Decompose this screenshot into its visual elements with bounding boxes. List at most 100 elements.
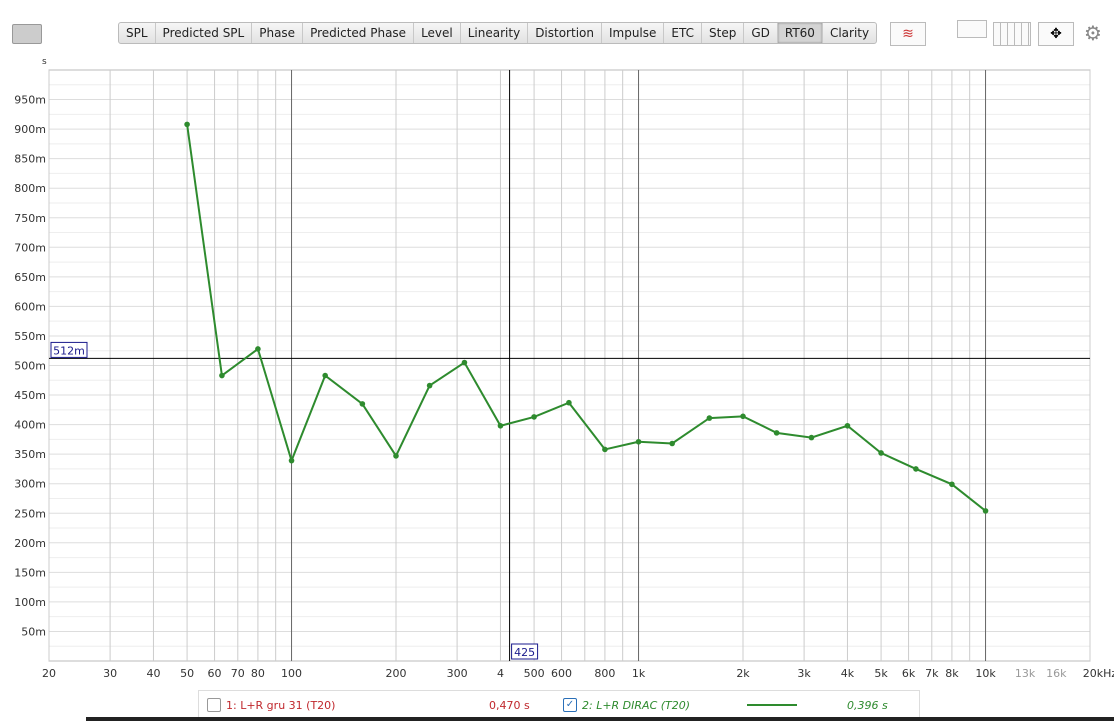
x-tick-label: 6k: [902, 667, 916, 680]
y-tick-label: 950m: [14, 94, 46, 107]
x-tick-label: 50: [180, 667, 194, 680]
data-point: [322, 372, 328, 379]
data-point: [288, 457, 295, 464]
data-point: [773, 430, 780, 436]
tab-step[interactable]: Step: [702, 23, 745, 43]
data-point: [219, 372, 225, 379]
x-tick-label: 13k: [1015, 667, 1036, 680]
tab-level[interactable]: Level: [414, 23, 461, 43]
x-tick-label: 8k: [945, 667, 959, 680]
multi-pane-icon[interactable]: [993, 22, 1031, 46]
y-tick-label: 450m: [14, 389, 46, 402]
tab-predicted-phase[interactable]: Predicted Phase: [303, 23, 415, 43]
x-tick-label: 10k: [975, 667, 996, 680]
x-tick-label: 600: [551, 667, 572, 680]
data-point: [497, 422, 504, 429]
trace-1-checkbox[interactable]: [207, 698, 221, 712]
y-tick-label: 500m: [14, 360, 46, 373]
x-tick-label: 100: [281, 667, 302, 680]
data-point: [669, 440, 675, 447]
view-tabs: SPL Predicted SPL Phase Predicted Phase Leve…: [118, 22, 878, 44]
data-point: [393, 453, 399, 459]
data-point: [461, 359, 468, 366]
legend: 1: L+R gru 31 (T20) 0,470 s ✓ 2: L+R DIR…: [198, 690, 920, 720]
camera-icon[interactable]: [12, 24, 42, 44]
data-point: [531, 414, 537, 420]
x-tick-label: 2k: [736, 667, 750, 680]
x-tick-label: 3k: [797, 667, 811, 680]
trace-2-line-sample: [747, 704, 797, 706]
tab-impulse[interactable]: Impulse: [602, 23, 665, 43]
x-tick-label: 20: [42, 667, 56, 680]
data-point: [426, 382, 433, 389]
x-tick-label: 20kHz: [1083, 667, 1114, 680]
cursor-y-box: [50, 341, 88, 358]
cursor-y-label: 512m: [53, 344, 85, 357]
data-point: [949, 481, 955, 488]
tab-etc[interactable]: ETC: [664, 23, 702, 43]
data-point: [255, 346, 261, 352]
data-point: [184, 121, 190, 128]
y-tick-label: 800m: [14, 182, 46, 195]
x-tick-label: 500: [524, 667, 545, 680]
cursor-x-box: [511, 643, 539, 660]
data-point: [982, 508, 989, 514]
x-tick-label: 60: [208, 667, 222, 680]
y-tick-label: 700m: [14, 241, 46, 254]
y-tick-label: 350m: [14, 448, 46, 461]
x-tick-label: 30: [103, 667, 117, 680]
y-tick-label: 650m: [14, 271, 46, 284]
trace-arrange-icon[interactable]: ≋: [890, 22, 926, 46]
trace-2-checkbox[interactable]: ✓: [563, 698, 577, 712]
y-tick-label: 250m: [14, 507, 46, 520]
y-tick-label: 100m: [14, 596, 46, 609]
tab-rt60[interactable]: RT60: [777, 23, 823, 43]
trace-2-value: 0,396 s: [847, 699, 888, 712]
series-line: [186, 124, 987, 512]
y-tick-label: 50m: [21, 625, 46, 638]
trace-1-label: 1: L+R gru 31 (T20): [226, 699, 336, 712]
x-tick-label: 300: [447, 667, 468, 680]
y-axis-unit: s: [42, 57, 47, 67]
tab-predicted-spl[interactable]: Predicted SPL: [156, 23, 253, 43]
x-tick-label: 200: [386, 667, 407, 680]
data-point: [740, 413, 746, 420]
tab-phase[interactable]: Phase: [252, 23, 304, 43]
x-tick-label: 800: [594, 667, 615, 680]
x-tick-label: 1k: [632, 667, 646, 680]
tab-spl[interactable]: SPL: [119, 23, 156, 43]
y-tick-label: 600m: [14, 300, 46, 313]
x-tick-label: 16k: [1046, 667, 1067, 680]
y-tick-label: 300m: [14, 478, 46, 491]
y-tick-label: 200m: [14, 537, 46, 550]
tab-linearity[interactable]: Linearity: [461, 23, 529, 43]
x-tick-label: 7k: [925, 667, 939, 680]
x-tick-label: 5k: [874, 667, 888, 680]
data-point: [602, 446, 608, 453]
x-tick-label: 40: [146, 667, 160, 680]
x-tick-label: 80: [251, 667, 265, 680]
y-tick-label: 900m: [14, 123, 46, 136]
taskbar-edge: [86, 717, 1114, 721]
data-point: [913, 466, 919, 472]
pan-arrows-icon[interactable]: ✥: [1038, 22, 1074, 46]
data-point: [359, 401, 366, 407]
tab-distortion[interactable]: Distortion: [528, 23, 602, 43]
cursor-x-label: 425: [514, 646, 535, 659]
data-point: [808, 434, 815, 441]
trace-2-label: 2: L+R DIRAC (T20): [582, 699, 691, 712]
y-tick-label: 400m: [14, 419, 46, 432]
x-tick-label: 4: [497, 667, 504, 680]
y-tick-label: 750m: [14, 212, 46, 225]
data-point: [566, 399, 572, 406]
single-pane-icon[interactable]: [957, 20, 987, 38]
y-tick-label: 150m: [14, 566, 46, 579]
y-tick-label: 850m: [14, 153, 46, 166]
y-tick-label: 550m: [14, 330, 46, 343]
trace-1-value: 0,470 s: [489, 699, 530, 712]
tab-gd[interactable]: GD: [744, 23, 778, 43]
tab-clarity[interactable]: Clarity: [829, 26, 870, 40]
rt60-chart[interactable]: 20 30 40 50 60 70 80 100 200 300 4 500 600 800 1k 2k 3k 4…: [0, 0, 1114, 690]
data-point: [635, 438, 642, 445]
gear-icon[interactable]: ⚙: [1084, 21, 1102, 45]
